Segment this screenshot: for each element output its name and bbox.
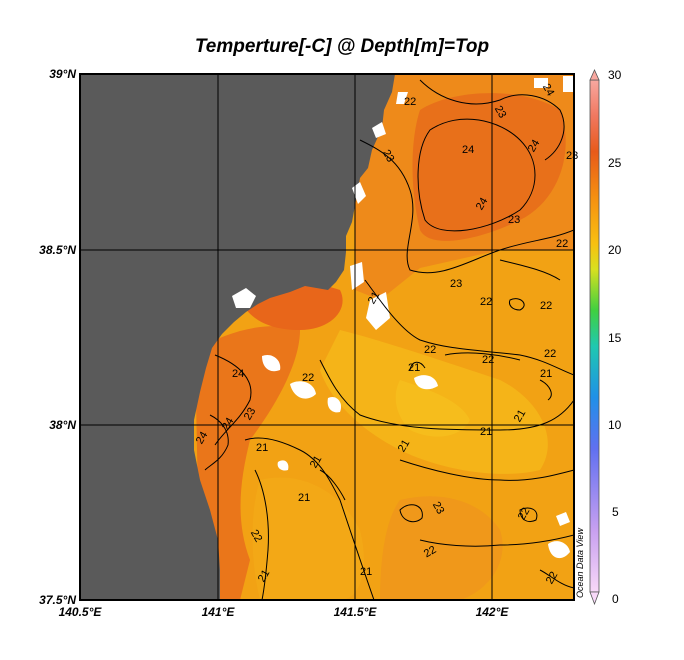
contour-label: 22 (544, 348, 557, 360)
contour-label: 22 (424, 344, 437, 356)
colorbar-tick: 30 (608, 68, 622, 82)
colorbar-tick: 0 (612, 592, 619, 606)
land-mass (80, 74, 395, 600)
colorbar (589, 79, 600, 593)
colorbar-tick: 25 (608, 156, 622, 170)
colorbar-tick: 20 (608, 243, 622, 257)
watermark: Ocean Data View (575, 528, 585, 598)
lon-label-142: 142°E (475, 605, 509, 619)
contour-label: 23 (450, 278, 463, 290)
colorbar-tick: 5 (612, 505, 619, 519)
contour-label: 22 (302, 372, 315, 384)
lon-label-141-5: 141.5°E (333, 605, 377, 619)
contour-label: 21 (480, 426, 493, 438)
map-title: Temperture[-C] @ Depth[m]=Top (194, 36, 490, 57)
lat-label-37-5: 37.5°N (39, 593, 76, 607)
lat-label-38-5: 38.5°N (39, 243, 76, 257)
lon-label-141: 141°E (201, 605, 235, 619)
contour-label: 22 (404, 96, 417, 108)
contour-label: 22 (482, 354, 495, 366)
colorbar-tick: 10 (608, 418, 622, 432)
contour-label: 21 (256, 442, 269, 454)
contour-label: 24 (232, 368, 245, 380)
contour-label: 22 (480, 296, 493, 308)
contour-lines (204, 79, 574, 600)
colorbar-top-arrow (589, 69, 600, 81)
contour-label: 23 (566, 150, 579, 162)
lon-label-140-5: 140.5°E (58, 605, 102, 619)
contour-label: 21 (360, 566, 373, 578)
contour-label: 21 (540, 368, 553, 380)
lat-label-39: 39°N (49, 67, 76, 81)
map-frame (79, 73, 575, 601)
graticule (80, 74, 574, 600)
colorbar-tick: 15 (608, 331, 622, 345)
contour-label: 21 (408, 362, 421, 374)
contour-label: 23 (508, 214, 521, 226)
contour-label: 21 (298, 492, 311, 504)
contour-label: 24 (462, 144, 475, 156)
colorbar-bottom-arrow (589, 591, 600, 606)
lat-label-38: 38°N (49, 418, 76, 432)
contour-label: 22 (540, 300, 553, 312)
contour-label: 22 (556, 238, 569, 250)
